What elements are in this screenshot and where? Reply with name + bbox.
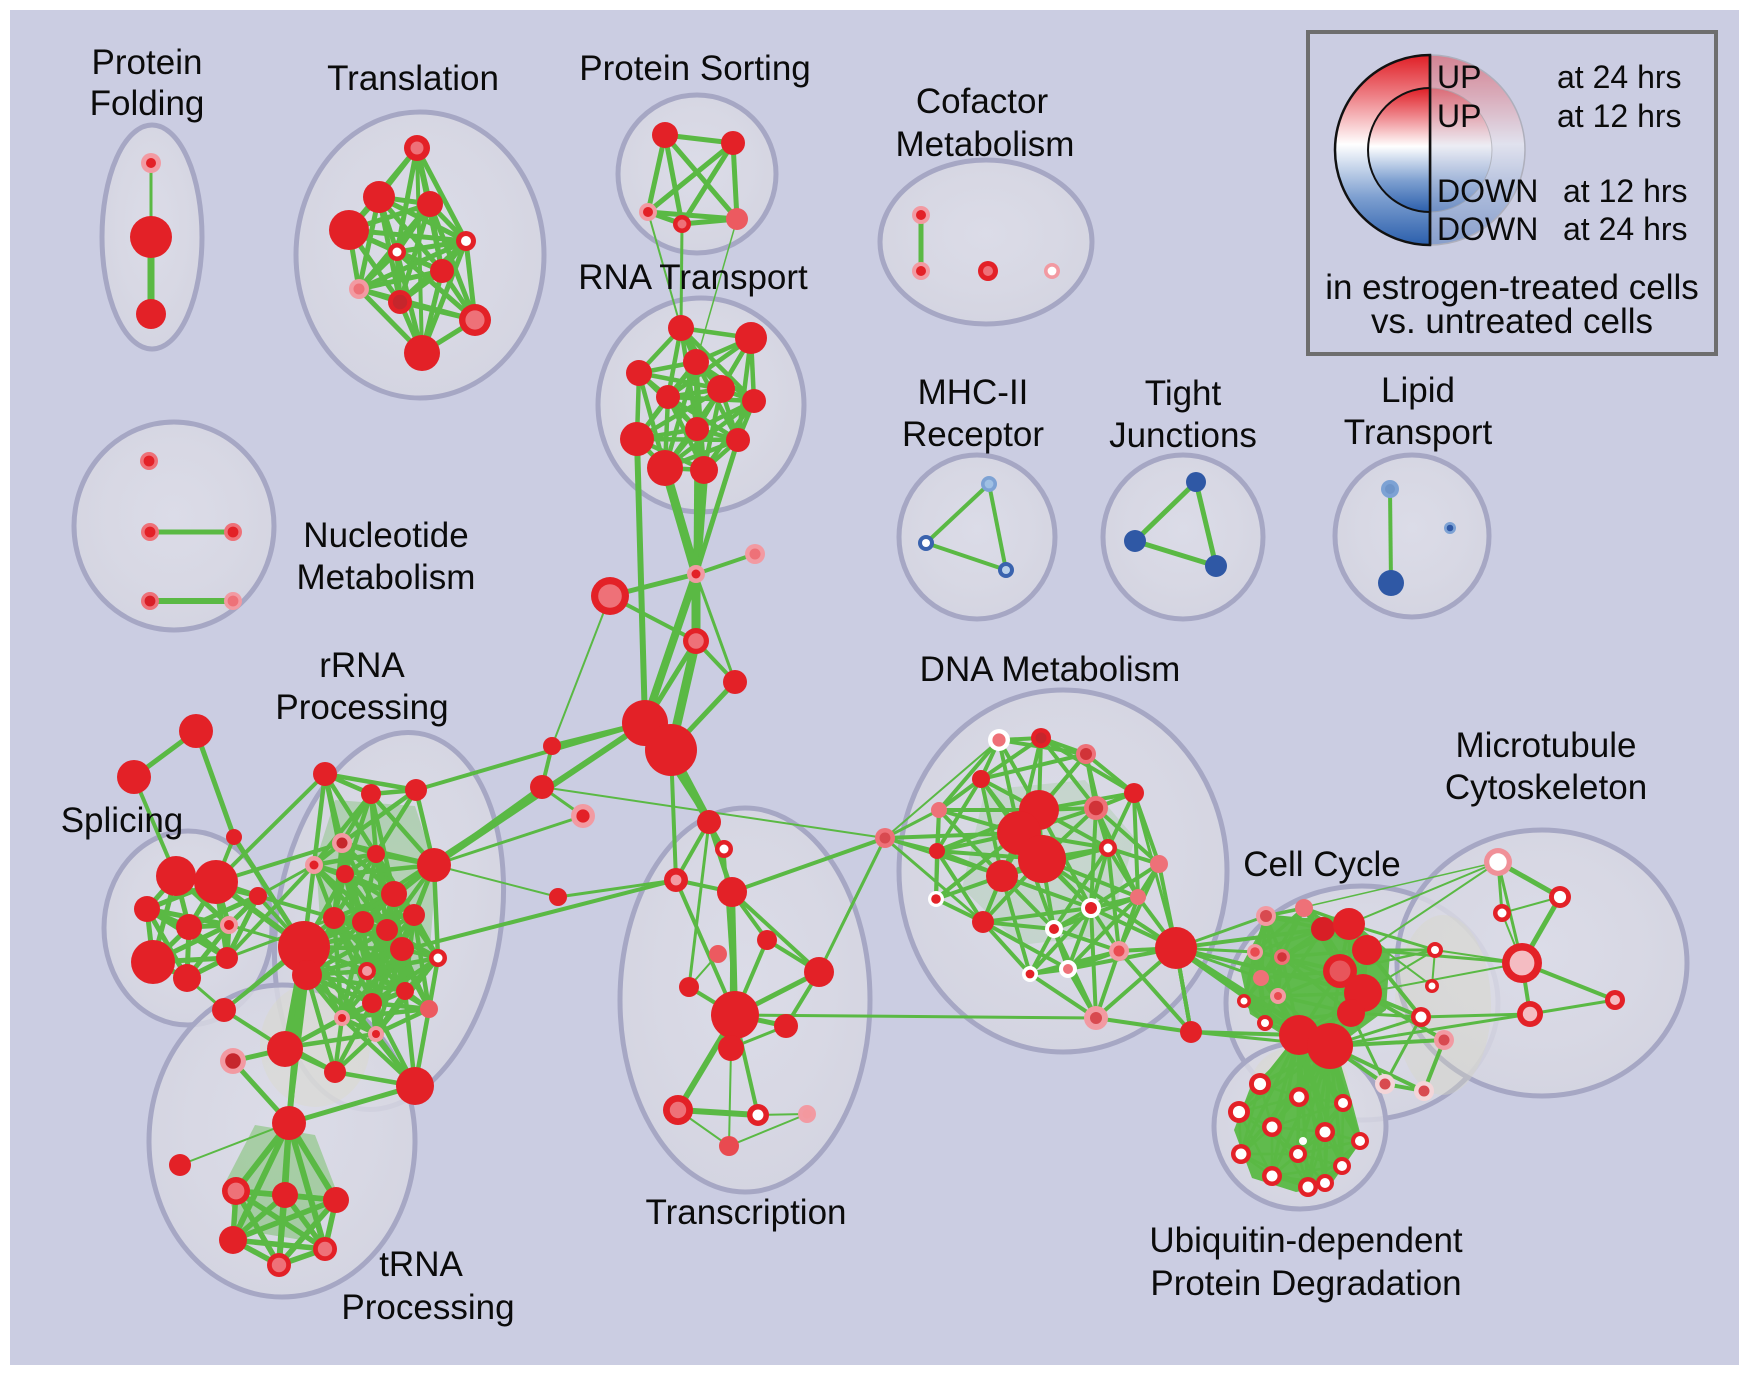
svg-text:UP: UP — [1437, 59, 1481, 95]
svg-text:Lipid: Lipid — [1381, 371, 1455, 410]
svg-text:Microtubule: Microtubule — [1456, 726, 1637, 765]
svg-text:Receptor: Receptor — [902, 415, 1044, 454]
svg-text:Metabolism: Metabolism — [297, 558, 476, 597]
svg-text:Nucleotide: Nucleotide — [303, 516, 468, 555]
svg-text:DOWN: DOWN — [1437, 173, 1538, 209]
svg-text:MHC-II: MHC-II — [918, 373, 1029, 412]
svg-text:rRNA: rRNA — [319, 646, 405, 685]
svg-text:Protein: Protein — [92, 43, 203, 82]
svg-text:RNA Transport: RNA Transport — [578, 258, 808, 297]
svg-text:tRNA: tRNA — [379, 1245, 463, 1284]
svg-text:Protein Sorting: Protein Sorting — [579, 49, 811, 88]
svg-text:Cell Cycle: Cell Cycle — [1243, 845, 1401, 884]
svg-text:at 12 hrs: at 12 hrs — [1563, 173, 1688, 209]
svg-text:Splicing: Splicing — [61, 801, 184, 840]
svg-text:in estrogen-treated cells: in estrogen-treated cells — [1325, 268, 1699, 307]
svg-text:DOWN: DOWN — [1437, 211, 1538, 247]
svg-text:Folding: Folding — [90, 84, 205, 123]
svg-text:UP: UP — [1437, 98, 1481, 134]
svg-text:Processing: Processing — [341, 1288, 514, 1327]
svg-text:Metabolism: Metabolism — [896, 125, 1075, 164]
svg-text:vs. untreated cells: vs. untreated cells — [1371, 302, 1653, 341]
svg-text:at 24 hrs: at 24 hrs — [1563, 211, 1688, 247]
svg-text:Tight: Tight — [1145, 374, 1222, 413]
svg-text:Cofactor: Cofactor — [916, 82, 1049, 121]
svg-text:at 24 hrs: at 24 hrs — [1557, 59, 1682, 95]
svg-text:Processing: Processing — [275, 688, 448, 727]
svg-text:Translation: Translation — [327, 59, 499, 98]
svg-text:Cytoskeleton: Cytoskeleton — [1445, 768, 1647, 807]
svg-text:Transport: Transport — [1344, 413, 1493, 452]
svg-text:Ubiquitin-dependent: Ubiquitin-dependent — [1149, 1221, 1463, 1260]
svg-text:Transcription: Transcription — [646, 1193, 847, 1232]
svg-text:DNA Metabolism: DNA Metabolism — [920, 650, 1181, 689]
svg-text:at 12 hrs: at 12 hrs — [1557, 98, 1682, 134]
svg-text:Protein Degradation: Protein Degradation — [1150, 1264, 1461, 1303]
svg-text:Junctions: Junctions — [1109, 416, 1257, 455]
